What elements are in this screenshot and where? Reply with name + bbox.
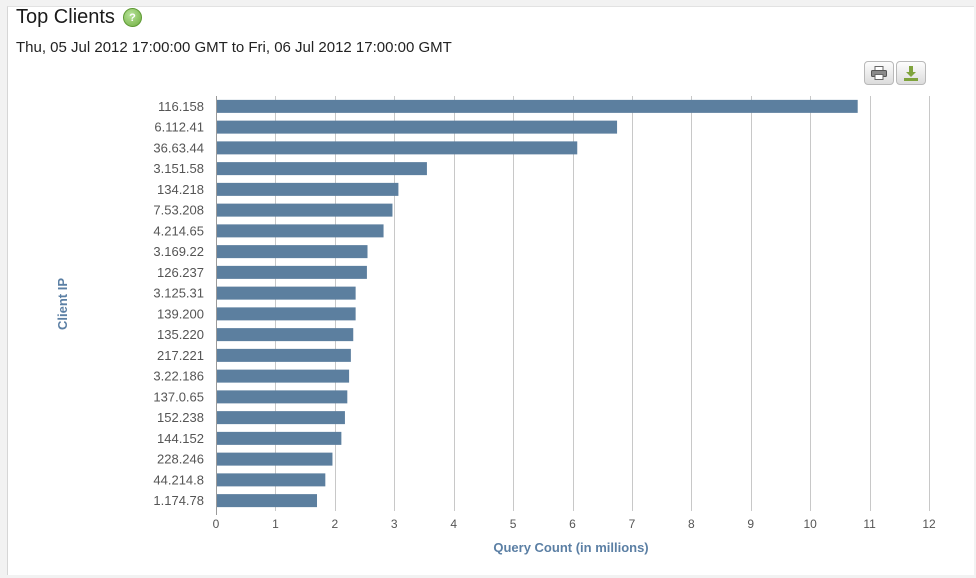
bar [217,120,618,134]
category-label: 3.169.22 [153,244,204,259]
category-label: 3.22.186 [153,369,204,384]
bar [217,245,368,259]
x-tick-label: 2 [331,517,338,531]
bars [217,99,858,508]
page-title: Top Clients [16,6,115,28]
category-label: 1.174.78 [153,493,204,508]
bar [217,203,393,217]
bar [217,224,384,238]
x-tick-label: 0 [213,517,220,531]
category-label: 139.200 [157,306,204,321]
bar [217,265,367,279]
bar [217,348,351,362]
category-label: 44.214.8 [153,472,204,487]
bar [217,369,350,383]
category-label: 228.246 [157,452,204,467]
bar [217,286,356,300]
x-tick-label: 9 [747,517,754,531]
date-range-subtitle: Thu, 05 Jul 2012 17:00:00 GMT to Fri, 06… [16,39,452,56]
bar [217,494,318,508]
download-icon [904,65,918,81]
bar [217,182,399,196]
category-label: 217.221 [157,348,204,363]
category-label: 137.0.65 [153,389,204,404]
x-tick-label: 7 [629,517,636,531]
bar [217,452,333,466]
x-tick-label: 3 [391,517,398,531]
download-button[interactable] [896,61,926,85]
x-tick-label: 1 [272,517,279,531]
print-button[interactable] [864,61,894,85]
bar [217,99,858,113]
bar [217,473,326,487]
category-label: 6.112.41 [154,120,204,135]
bar [217,328,354,342]
bar [217,162,427,176]
category-label: 7.53.208 [153,203,204,218]
bar [217,141,578,155]
category-label: 135.220 [157,327,204,342]
print-icon [871,66,887,80]
x-tick-label: 5 [510,517,517,531]
category-label: 152.238 [157,410,204,425]
x-tick-labels: 0 1 2 3 4 5 6 7 8 9 10 11 12 [213,517,936,531]
x-tick-label: 11 [863,517,876,531]
category-label: 144.152 [157,431,204,446]
category-label: 3.151.58 [153,161,204,176]
help-icon[interactable]: ? [122,8,142,27]
x-tick-label: 6 [569,517,576,531]
x-tick-label: 8 [688,517,695,531]
category-label: 116.158 [158,99,204,114]
grid-lines [216,96,930,515]
x-tick-label: 10 [803,517,817,531]
x-axis-title: Query Count (in millions) [493,540,648,555]
x-tick-label: 4 [450,517,457,531]
title-row: Top Clients ? [16,6,142,29]
category-label: 36.63.44 [153,140,204,155]
x-tick-label: 12 [922,517,936,531]
category-label: 4.214.65 [153,223,204,238]
category-label: 3.125.31 [153,286,204,301]
category-label: 126.237 [157,265,204,280]
category-labels: 116.158 6.112.41 36.63.44 3.151.58 134.218 7.… [153,99,204,508]
bar [217,390,348,404]
category-label: 134.218 [157,182,204,197]
bar [217,307,356,321]
y-axis-title: Client IP [55,278,70,330]
bar [217,411,345,425]
bar [217,431,342,445]
